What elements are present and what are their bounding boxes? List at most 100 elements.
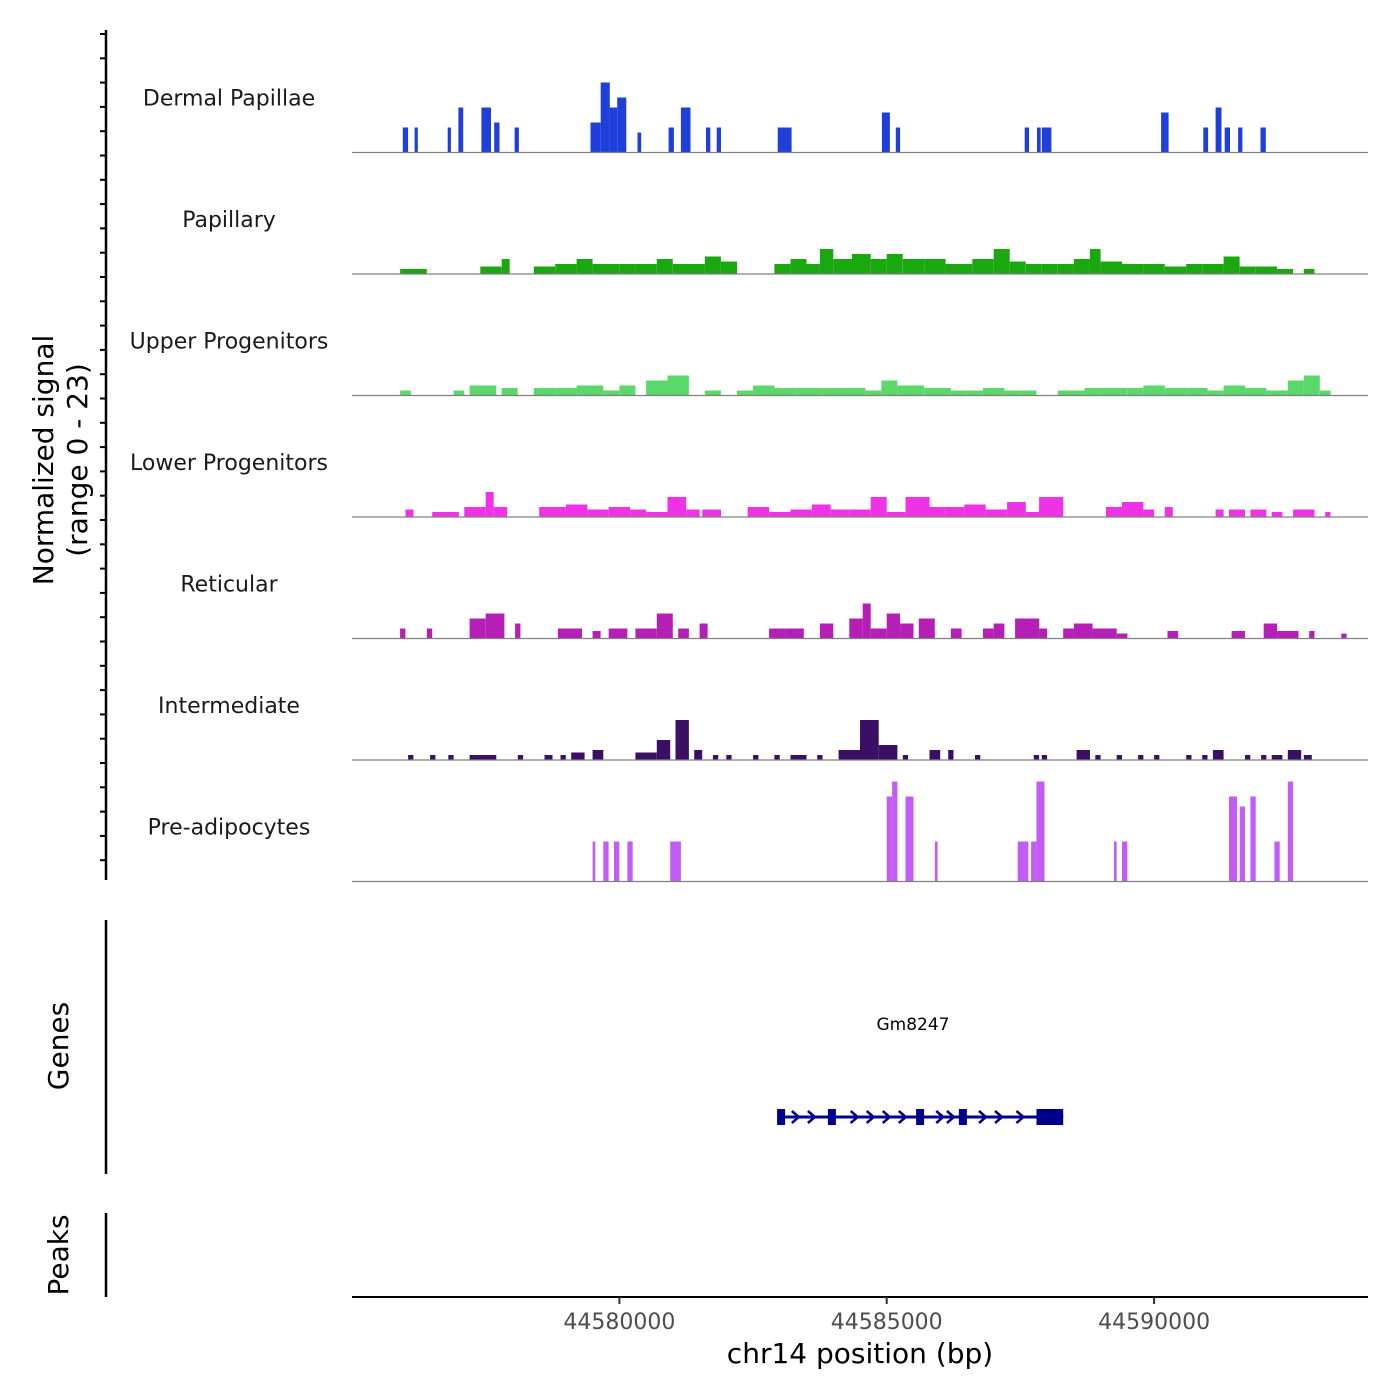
signal-bar bbox=[1260, 127, 1266, 153]
signal-bar bbox=[948, 750, 954, 760]
signal-bar bbox=[1203, 127, 1209, 153]
signal-bar bbox=[702, 509, 721, 517]
signal-bar bbox=[1122, 264, 1144, 274]
signal-bar bbox=[1041, 127, 1052, 153]
track-label: Upper Progenitors bbox=[130, 330, 329, 355]
x-tick-label: 44590000 bbox=[1098, 1310, 1210, 1335]
signal-bar bbox=[844, 388, 866, 396]
signal-bar bbox=[964, 504, 986, 517]
signal-bar bbox=[838, 750, 860, 760]
signal-bar bbox=[849, 509, 871, 517]
signal-bar bbox=[576, 385, 604, 396]
track-5: Intermediate bbox=[158, 694, 1368, 761]
signal-bar bbox=[400, 269, 427, 274]
signal-bar bbox=[1116, 633, 1128, 639]
signal-bar bbox=[485, 613, 505, 639]
signal-bar bbox=[1277, 269, 1294, 274]
signal-bar bbox=[1007, 502, 1026, 517]
signal-bar bbox=[918, 618, 935, 639]
signal-bar bbox=[656, 613, 673, 639]
signal-bar bbox=[555, 264, 577, 274]
signal-bar bbox=[514, 127, 519, 153]
signal-bar bbox=[1031, 841, 1037, 882]
signal-bar bbox=[637, 132, 642, 153]
signal-bar bbox=[1122, 502, 1144, 517]
track-4: Reticular bbox=[180, 573, 1368, 640]
signal-bar bbox=[1017, 841, 1029, 882]
signal-bar bbox=[929, 750, 941, 760]
gene-exon bbox=[827, 1109, 836, 1125]
signal-bar bbox=[469, 618, 486, 639]
signal-bar bbox=[592, 631, 601, 639]
signal-bar bbox=[619, 385, 636, 396]
signal-bar bbox=[485, 492, 494, 517]
signal-bar bbox=[667, 375, 689, 396]
signal-bar bbox=[902, 259, 925, 274]
signal-bar bbox=[1036, 781, 1045, 882]
signal-bar bbox=[694, 750, 703, 760]
signal-bar bbox=[646, 512, 668, 517]
signal-bar bbox=[667, 497, 687, 517]
signal-bar bbox=[1024, 127, 1029, 153]
signal-bar bbox=[1073, 259, 1090, 274]
signal-bar bbox=[1164, 388, 1187, 396]
track-6: Pre-adipocytes bbox=[148, 781, 1368, 883]
track-0: Dermal Papillae bbox=[143, 82, 1368, 154]
track-label: Papillary bbox=[182, 208, 276, 233]
signal-bar bbox=[1143, 509, 1155, 517]
y-axis-lines bbox=[100, 30, 108, 1297]
signal-bar bbox=[400, 628, 406, 639]
track-label: Dermal Papillae bbox=[143, 87, 315, 112]
signal-bar bbox=[1266, 390, 1288, 396]
signal-bar bbox=[870, 497, 887, 517]
signal-bar bbox=[453, 390, 465, 396]
signal-bar bbox=[886, 796, 892, 882]
signal-bar bbox=[1309, 631, 1315, 639]
signal-bar bbox=[1164, 507, 1173, 517]
signal-bar bbox=[1271, 512, 1283, 517]
signal-bar bbox=[726, 755, 732, 760]
signal-bar bbox=[501, 388, 518, 396]
signal-bar bbox=[777, 127, 792, 153]
signal-bar bbox=[603, 841, 609, 882]
signal-bar bbox=[430, 755, 436, 760]
signal-bar bbox=[769, 512, 791, 517]
signal-bar bbox=[849, 618, 863, 639]
signal-bar bbox=[1116, 755, 1122, 760]
signal-bar bbox=[900, 623, 914, 639]
x-axis-title: chr14 position (bp) bbox=[727, 1337, 993, 1370]
signal-bar bbox=[576, 259, 593, 274]
signal-bar bbox=[1154, 755, 1160, 760]
signal-bar bbox=[533, 388, 556, 396]
signal-bar bbox=[405, 509, 414, 517]
signal-bar bbox=[1287, 380, 1304, 396]
signal-bar bbox=[881, 380, 898, 396]
signal-bar bbox=[458, 107, 464, 153]
signal-bar bbox=[1039, 497, 1064, 517]
signal-bar bbox=[1073, 623, 1093, 639]
signal-bar bbox=[517, 755, 524, 760]
strand-arrow bbox=[935, 1110, 946, 1124]
signal-bar bbox=[822, 388, 844, 396]
signal-bar bbox=[587, 509, 609, 517]
signal-bar bbox=[619, 264, 636, 274]
signal-bar bbox=[544, 755, 553, 760]
signal-bar bbox=[1122, 841, 1128, 882]
signal-bar bbox=[1245, 388, 1267, 396]
track-label: Pre-adipocytes bbox=[148, 816, 311, 841]
signal-bar bbox=[1255, 266, 1278, 274]
signal-bar bbox=[753, 385, 775, 396]
signal-bar bbox=[672, 264, 705, 274]
gene-exon bbox=[916, 1109, 925, 1125]
signal-bar bbox=[975, 755, 981, 760]
track-2: Upper Progenitors bbox=[130, 330, 1368, 397]
gene-exon bbox=[1036, 1109, 1064, 1125]
signal-bar bbox=[811, 504, 831, 517]
signal-bar bbox=[966, 390, 983, 396]
signal-bar bbox=[1287, 781, 1294, 882]
y-axis-title: Normalized signal bbox=[27, 335, 60, 586]
signal-bar bbox=[1186, 388, 1208, 396]
signal-bar bbox=[1341, 633, 1347, 639]
signal-bar bbox=[1033, 755, 1040, 760]
signal-bar bbox=[1186, 264, 1203, 274]
